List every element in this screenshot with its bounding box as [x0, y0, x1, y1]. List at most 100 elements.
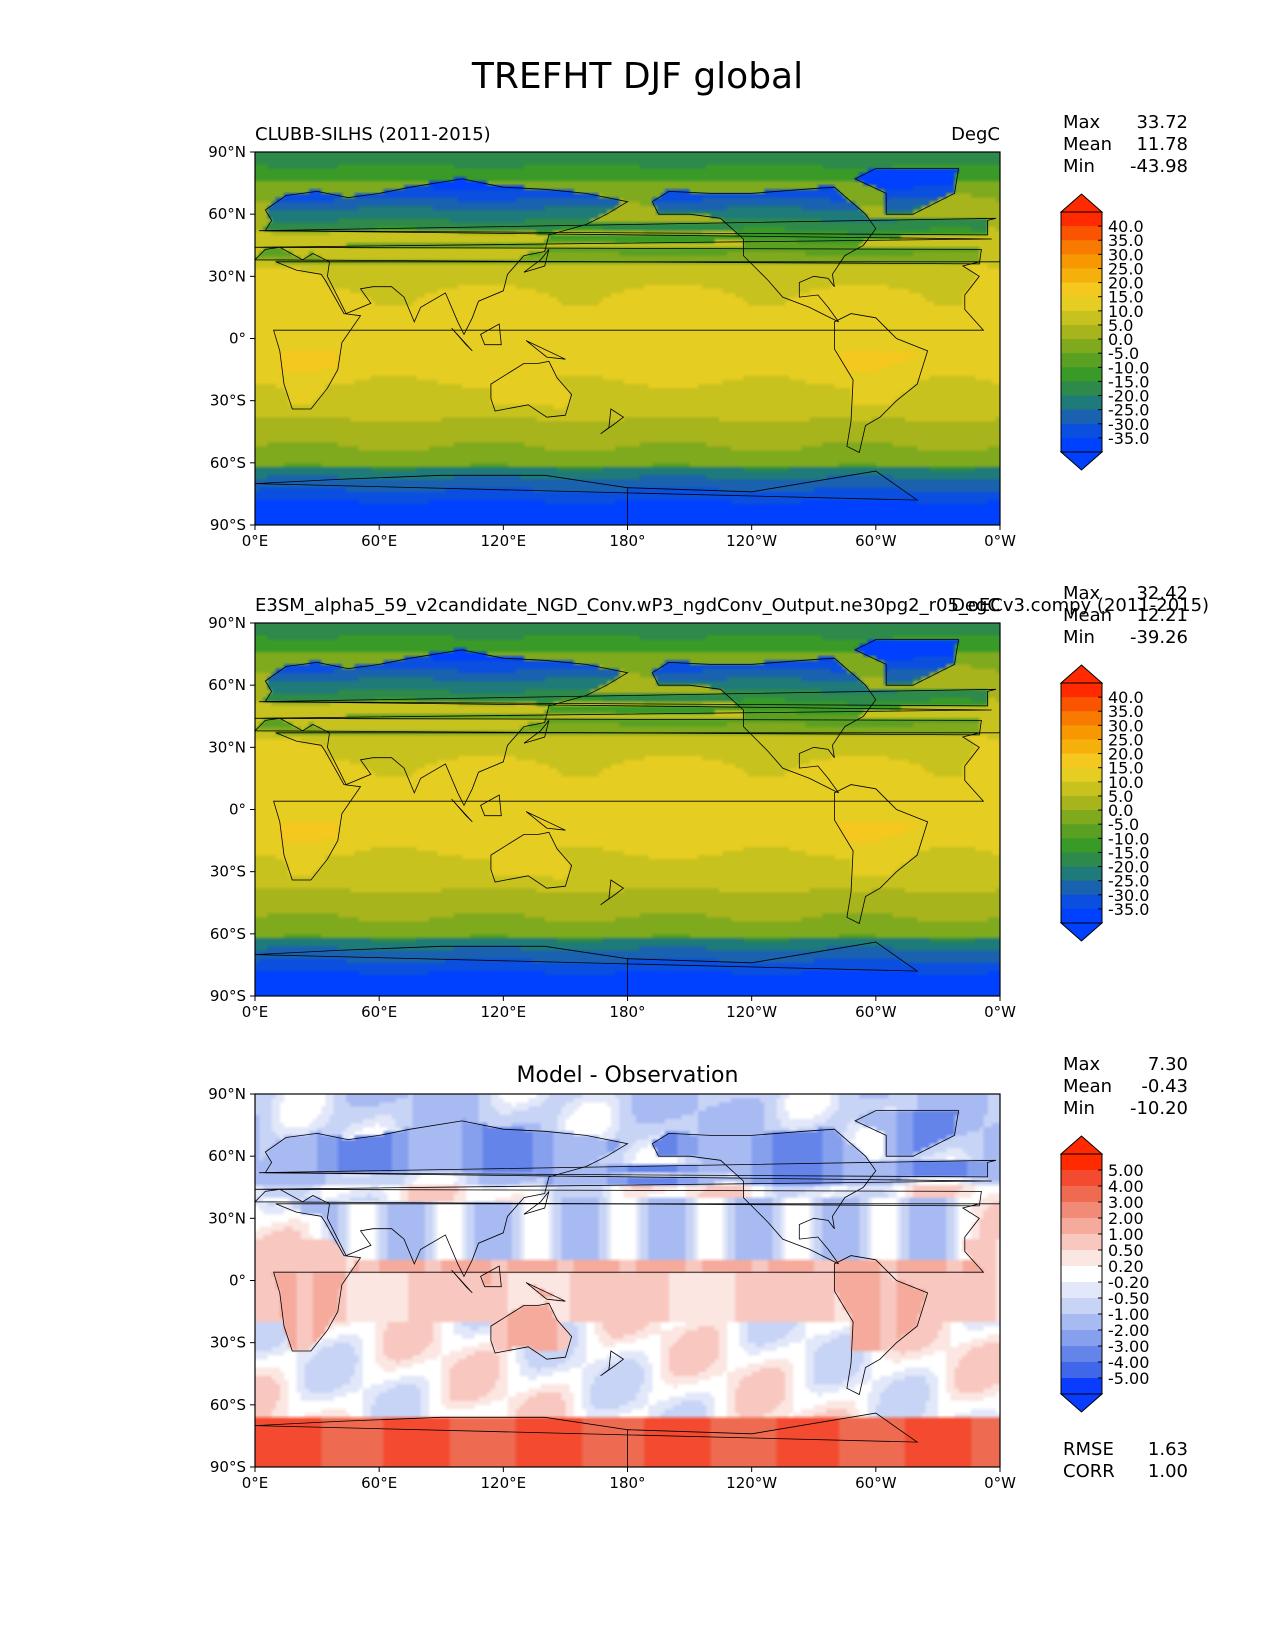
colorbar-max-extension — [1059, 193, 1104, 213]
lat-tick-label: 90°N — [208, 143, 246, 161]
coastline — [854, 168, 960, 215]
colorbar-swatch — [1061, 226, 1102, 241]
colorbar-label: 4.00 — [1108, 1177, 1144, 1196]
colorbar-swatch — [1061, 894, 1102, 910]
stat-value: -39.26 — [1130, 627, 1188, 648]
lat-tick-label: 90°N — [208, 1085, 246, 1103]
lon-tick-label: 0°E — [242, 532, 269, 550]
lon-tick-label: 0°E — [242, 1474, 269, 1492]
colorbar-swatch — [1061, 240, 1102, 255]
colorbar-label: 40.0 — [1108, 688, 1144, 707]
colorbar-label: -25.0 — [1108, 401, 1149, 420]
panel-reference: 90°N 60°N 30°N 0° 30°S 60°S 90°S0°E 60°E 120°E 18… — [208, 583, 1209, 1021]
colorbar-swatch — [1061, 880, 1102, 896]
coastline — [651, 657, 877, 794]
colorbar-swatch — [1061, 1378, 1102, 1395]
coastline — [1269, 1191, 1275, 1214]
lat-tick-label: 30°N — [208, 267, 246, 285]
coastline — [600, 879, 625, 906]
colorbar-label: -2.00 — [1108, 1321, 1149, 1340]
coastline — [89, 1256, 182, 1395]
colorbar: 5.004.003.002.001.000.500.20-0.20-0.50-1… — [1059, 1135, 1149, 1413]
colorbar-swatch — [1061, 1202, 1102, 1219]
colorbar-swatch — [1061, 296, 1102, 312]
lon-tick-label: 60°E — [361, 1003, 397, 1021]
coastline — [651, 1128, 877, 1265]
coastlines — [0, 1110, 1275, 1467]
colorbar-swatch — [1061, 697, 1102, 712]
colorbar-label: -25.0 — [1108, 872, 1149, 891]
colorbar-swatch — [1061, 1154, 1102, 1171]
coastline — [110, 1111, 214, 1157]
stat-label: Max — [1063, 583, 1101, 604]
coastline — [259, 217, 996, 236]
lat-tick-label: 30°N — [208, 738, 246, 756]
stat-value: 1.00 — [1148, 1461, 1188, 1482]
colorbar-label: 25.0 — [1108, 259, 1144, 278]
colorbar-label: -3.00 — [1108, 1337, 1149, 1356]
lat-tick-label: 90°S — [210, 516, 246, 534]
panel-center-title: Model - Observation — [517, 1063, 739, 1088]
lat-tick-label: 60°N — [208, 205, 246, 223]
coastline — [834, 313, 929, 454]
colorbar-label: 0.0 — [1108, 330, 1133, 349]
colorbar-label: 0.20 — [1108, 1257, 1144, 1276]
panel-left-title: E3SM_alpha5_59_v2candidate_NGD_Conv.wP3_… — [255, 595, 1209, 616]
coastline — [255, 1412, 919, 1467]
coastline — [525, 811, 566, 831]
lon-tick-label: 180° — [609, 532, 645, 550]
colorbar-swatch — [1061, 339, 1102, 354]
colorbar-max-extension — [1059, 1135, 1104, 1155]
colorbar-swatch — [1061, 767, 1102, 783]
coastline — [490, 831, 573, 889]
colorbar-label: 20.0 — [1108, 274, 1144, 293]
coastline — [0, 1121, 247, 1277]
stat-label: Min — [1063, 627, 1095, 648]
colorbar: 40.035.030.025.020.015.010.05.00.0-5.0-1… — [1059, 193, 1149, 471]
colorbar-swatch — [1061, 282, 1102, 298]
colorbar-swatch — [1061, 852, 1102, 867]
colorbar-label: 20.0 — [1108, 745, 1144, 764]
coastline — [1236, 361, 1275, 417]
coastline — [0, 1129, 131, 1264]
coastline — [89, 785, 182, 924]
colorbar-swatch — [1061, 1346, 1102, 1363]
colorbar-label: 5.0 — [1108, 787, 1133, 806]
coastline — [1269, 249, 1275, 272]
colorbar-label: -15.0 — [1108, 372, 1149, 391]
coastline — [0, 471, 172, 525]
colorbar-label: 10.0 — [1108, 773, 1144, 792]
coastline — [490, 360, 573, 418]
colorbar-swatch — [1061, 1330, 1102, 1347]
colorbar-swatch — [1061, 1282, 1102, 1299]
colorbar-swatch — [1061, 310, 1102, 326]
colorbar-label: 40.0 — [1108, 217, 1144, 236]
colorbar-label: 30.0 — [1108, 245, 1144, 264]
coastline — [255, 649, 992, 807]
coastline — [1269, 720, 1275, 743]
colorbar-label: -5.00 — [1108, 1369, 1149, 1388]
colorbar-swatch — [1061, 324, 1102, 340]
stat-label: Max — [1063, 1054, 1101, 1075]
colorbar-swatch — [1061, 409, 1102, 425]
coastline — [999, 954, 1000, 956]
colorbar-label: 3.00 — [1108, 1193, 1144, 1212]
colorbar-swatch — [1061, 781, 1102, 797]
colorbar-label: 35.0 — [1108, 702, 1144, 721]
coastline — [523, 249, 550, 273]
colorbar-swatch — [1061, 725, 1102, 740]
colorbar-label: -10.0 — [1108, 358, 1149, 377]
lon-tick-label: 120°W — [726, 1003, 777, 1021]
lat-tick-label: 30°N — [208, 1209, 246, 1227]
stat-value: 12.21 — [1136, 605, 1188, 626]
colorbar-swatch — [1061, 254, 1102, 269]
stat-value: 7.30 — [1148, 1054, 1188, 1075]
colorbar-swatch — [1061, 908, 1102, 924]
colorbar-frame — [1060, 1153, 1103, 1395]
colorbar-swatch — [1061, 1250, 1102, 1267]
colorbar-swatch — [1061, 810, 1102, 825]
lat-tick-label: 60°N — [208, 1147, 246, 1165]
coastlines — [0, 168, 1275, 525]
coastline — [525, 1282, 566, 1302]
colorbar-swatch — [1061, 1298, 1102, 1315]
